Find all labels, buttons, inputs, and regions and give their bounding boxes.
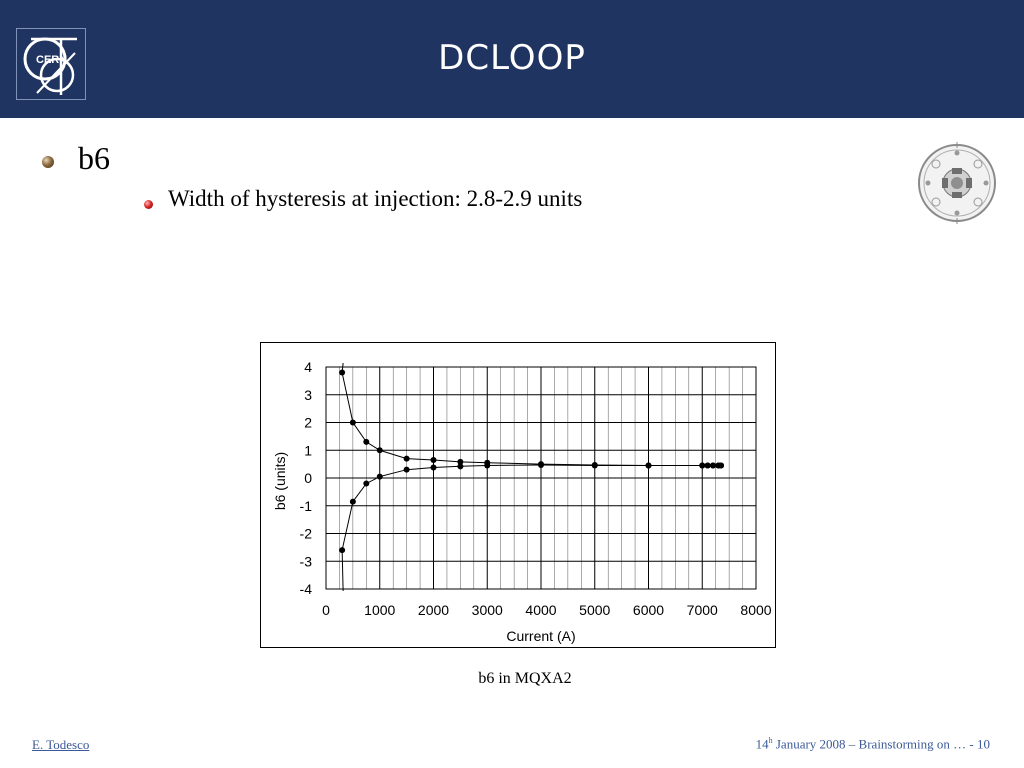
sub-bullet-icon bbox=[144, 200, 153, 209]
x-tick-label: 4000 bbox=[525, 602, 556, 618]
data-point bbox=[363, 480, 370, 487]
x-tick-label: 7000 bbox=[687, 602, 718, 618]
chart-grid bbox=[325, 366, 757, 590]
data-point bbox=[591, 462, 598, 469]
data-point bbox=[376, 473, 383, 480]
x-axis-label: Current (A) bbox=[506, 628, 575, 644]
chart-series bbox=[339, 362, 725, 592]
data-point bbox=[430, 464, 437, 471]
footer-day-suffix: h bbox=[768, 736, 773, 745]
data-point bbox=[349, 498, 356, 505]
author-link[interactable]: E. Todesco bbox=[32, 737, 90, 752]
data-point bbox=[403, 466, 410, 473]
data-point bbox=[457, 458, 464, 465]
x-tick-label: 5000 bbox=[579, 602, 610, 618]
series-line-upper bbox=[341, 372, 722, 466]
page-title: DCLOOP bbox=[438, 38, 586, 78]
cern-logo: CERN bbox=[16, 28, 86, 100]
bullet-level1-text: b6 bbox=[78, 140, 110, 176]
data-point bbox=[403, 455, 410, 462]
data-point bbox=[645, 462, 652, 469]
data-point bbox=[484, 462, 491, 469]
data-point bbox=[704, 462, 711, 469]
y-tick-label: -3 bbox=[300, 553, 313, 569]
y-tick-label: 3 bbox=[304, 387, 312, 403]
plot-area-border bbox=[325, 366, 757, 590]
magnet-cross-section-icon bbox=[918, 142, 996, 224]
data-point bbox=[699, 462, 706, 469]
y-tick-label: 4 bbox=[304, 359, 312, 375]
chart-frame: 0 1000 2000 3000 4000 5000 6000 7000 8000 4 3 2 1 0 -1… bbox=[260, 342, 776, 648]
cern-logo-icon: CERN bbox=[23, 37, 77, 95]
y-tick-label: 2 bbox=[304, 415, 312, 431]
y-tick-label: 1 bbox=[304, 442, 312, 458]
data-point bbox=[538, 461, 544, 468]
data-point bbox=[457, 463, 464, 470]
footer-day: 14 bbox=[755, 736, 769, 752]
b6-hysteresis-chart: 0 1000 2000 3000 4000 5000 6000 7000 8000 4 3 2 1 0 -1… bbox=[272, 359, 772, 644]
series-tail-lower bbox=[341, 550, 344, 592]
data-point bbox=[430, 456, 437, 463]
x-tick-label: 0 bbox=[322, 602, 330, 618]
x-tick-label: 8000 bbox=[740, 602, 771, 618]
x-tick-label: 2000 bbox=[418, 602, 449, 618]
footer-rest: January 2008 – Brainstorming on … - 10 bbox=[772, 736, 990, 752]
data-point bbox=[376, 447, 383, 454]
series-tail-upper bbox=[341, 362, 344, 373]
header-bar: CERN DCLOOP bbox=[0, 0, 1024, 118]
data-point bbox=[363, 438, 370, 445]
y-tick-label: -4 bbox=[300, 581, 313, 597]
y-tick-label: 0 bbox=[304, 470, 312, 486]
logo-text: CERN bbox=[36, 54, 67, 66]
bullet-level2-text: Width of hysteresis at injection: 2.8-2.… bbox=[168, 186, 583, 211]
data-point bbox=[718, 462, 725, 469]
x-tick-label: 1000 bbox=[364, 602, 395, 618]
data-point bbox=[349, 419, 356, 426]
y-tick-label: -1 bbox=[300, 498, 313, 514]
chart-tick-labels: 0 1000 2000 3000 4000 5000 6000 7000 8000 4 3 2 1 0 -1… bbox=[300, 359, 772, 618]
x-tick-label: 6000 bbox=[633, 602, 664, 618]
footer-date: 14h January 2008 – Brainstorming on … - … bbox=[756, 736, 990, 752]
figure-caption: b6 in MQXA2 bbox=[478, 670, 572, 687]
y-tick-label: -2 bbox=[300, 526, 313, 542]
bullet-icon bbox=[42, 156, 54, 168]
y-axis-label: b6 (units) bbox=[272, 452, 288, 510]
chart-axes bbox=[325, 366, 757, 590]
data-point bbox=[710, 462, 716, 469]
x-tick-label: 3000 bbox=[472, 602, 503, 618]
